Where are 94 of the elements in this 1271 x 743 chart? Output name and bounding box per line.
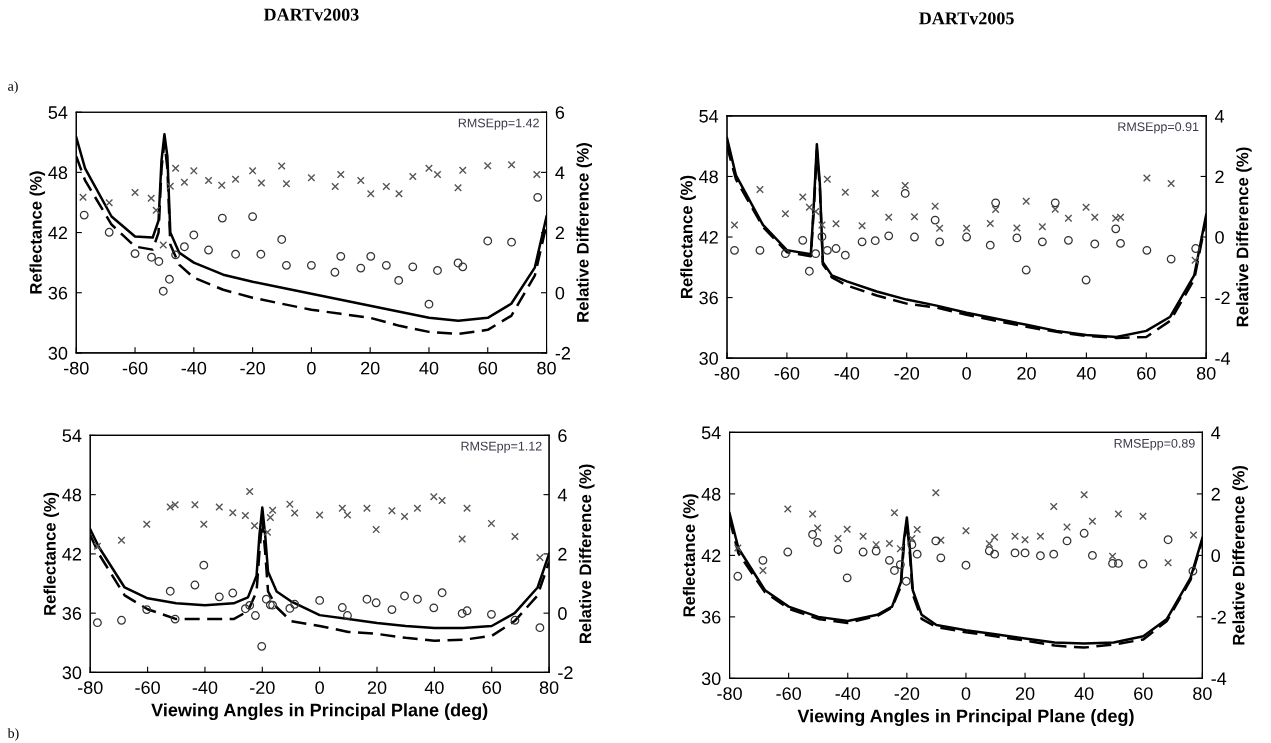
y-axis-title: Reflectance (%): [682, 494, 699, 617]
annotation: RMSEpp=1.12: [461, 441, 542, 453]
y-tick-label: 30: [62, 666, 82, 680]
y-tick-label: 54: [48, 106, 68, 119]
y2-tick-label: 4: [557, 488, 567, 502]
x-axis-title: Viewing Angles in Principal Plane (deg): [797, 709, 1134, 726]
y-tick-label: 42: [48, 226, 68, 240]
y-tick-label: 42: [699, 230, 718, 244]
x-tick-label: 20: [1015, 687, 1035, 700]
x-tick-label: -20: [240, 361, 265, 375]
y2-tick-label: 4: [555, 166, 565, 179]
y-tick-label: 36: [701, 610, 721, 624]
x-tick-label: 80: [537, 361, 556, 375]
y2-tick-label: 2: [555, 226, 564, 240]
y2-tick-label: 2: [1211, 487, 1220, 501]
y-tick-label: 36: [48, 286, 68, 300]
y2-tick-label: 0: [1211, 549, 1221, 563]
x-tick-label: -20: [894, 687, 920, 700]
y-tick-label: 30: [699, 352, 718, 365]
x-tick-label: 60: [1134, 687, 1153, 700]
y-tick-label: 42: [701, 549, 721, 562]
x-tick-label: 40: [1076, 366, 1096, 380]
y2-tick-label: 0: [555, 286, 565, 300]
y2-tick-label: -2: [1215, 291, 1230, 305]
x-tick-label: -20: [250, 681, 275, 695]
x-tick-label: 60: [1137, 366, 1156, 380]
y2-tick-label: -4: [1215, 352, 1231, 365]
x-tick-label: -80: [78, 681, 103, 695]
y-tick-label: 48: [62, 488, 82, 502]
y2-axis-title: Relative Difference (%): [576, 143, 593, 322]
y2-tick-label: -2: [558, 666, 573, 679]
x-tick-label: 80: [539, 681, 559, 695]
y2-axis-title: Relative Difference (%): [579, 464, 595, 644]
x-tick-label: -60: [774, 366, 800, 380]
y-axis-title: Reflectance (%): [29, 171, 46, 294]
y2-tick-label: 2: [558, 547, 567, 561]
x-tick-label: -80: [714, 366, 740, 380]
y2-tick-label: 6: [555, 106, 565, 119]
y-tick-label: 36: [62, 607, 82, 620]
x-tick-label: -40: [835, 687, 861, 700]
x-tick-label: -60: [122, 361, 148, 375]
text: b): [7, 728, 19, 741]
y2-tick-label: 0: [1215, 230, 1224, 244]
y2-tick-label: -2: [555, 346, 571, 360]
y-tick-label: 54: [62, 429, 82, 443]
y2-tick-label: 0: [558, 607, 567, 620]
x-tick-label: -60: [776, 687, 801, 700]
x-tick-label: 60: [482, 681, 502, 695]
x-tick-label: 0: [307, 361, 316, 375]
y-tick-label: 54: [699, 110, 719, 123]
y-tick-label: 48: [699, 170, 718, 184]
x-tick-label: 80: [1193, 687, 1212, 700]
x-tick-label: 20: [367, 681, 387, 695]
x-tick-label: 80: [1196, 366, 1216, 380]
y2-tick-label: 6: [558, 429, 567, 443]
x-tick-label: 20: [361, 361, 380, 375]
x-tick-label: 20: [1017, 366, 1036, 380]
x-axis-title: Viewing Angles in Principal Plane (deg): [151, 703, 488, 721]
x-tick-label: 0: [315, 681, 324, 695]
annotation: RMSEpp=0.91: [1118, 122, 1199, 134]
y2-tick-label: -2: [1211, 610, 1226, 624]
x-tick-label: -80: [717, 687, 742, 700]
y-tick-label: 48: [48, 166, 68, 180]
x-tick-label: -40: [192, 681, 218, 695]
y-axis-title: Reflectance (%): [43, 492, 60, 615]
x-tick-label: -80: [64, 361, 89, 375]
y2-tick-label: 4: [1214, 110, 1225, 123]
x-tick-label: 60: [478, 361, 498, 375]
text: a): [8, 81, 18, 94]
x-tick-label: 40: [419, 361, 439, 375]
y2-tick-label: -4: [1211, 672, 1227, 685]
x-tick-label: -40: [834, 366, 860, 380]
annotation: RMSEpp=1.42: [458, 118, 539, 130]
y-tick-label: 42: [62, 547, 81, 561]
chart-title: DARTv2005: [919, 12, 1014, 25]
annotation: RMSEpp=0.89: [1114, 438, 1195, 451]
y-tick-label: 30: [701, 672, 721, 686]
x-tick-label: 40: [424, 681, 444, 695]
y2-axis-title: Relative Difference (%): [1232, 465, 1248, 645]
x-tick-label: -40: [181, 361, 207, 375]
y-tick-label: 36: [699, 291, 718, 305]
y-tick-label: 48: [701, 487, 721, 501]
chart-title: DARTv2003: [263, 8, 359, 21]
y-axis-title: Reflectance (%): [680, 175, 696, 298]
y2-tick-label: 2: [1215, 170, 1224, 183]
x-tick-label: 0: [961, 687, 971, 700]
x-tick-label: 40: [1074, 687, 1094, 700]
x-tick-label: -20: [894, 366, 920, 380]
y-tick-label: 54: [701, 426, 721, 440]
y2-axis-title: Relative Difference (%): [1236, 147, 1252, 327]
y-tick-label: 30: [48, 346, 68, 360]
x-tick-label: 0: [962, 366, 971, 380]
y2-tick-label: 4: [1211, 426, 1221, 439]
x-tick-label: -60: [135, 681, 160, 695]
